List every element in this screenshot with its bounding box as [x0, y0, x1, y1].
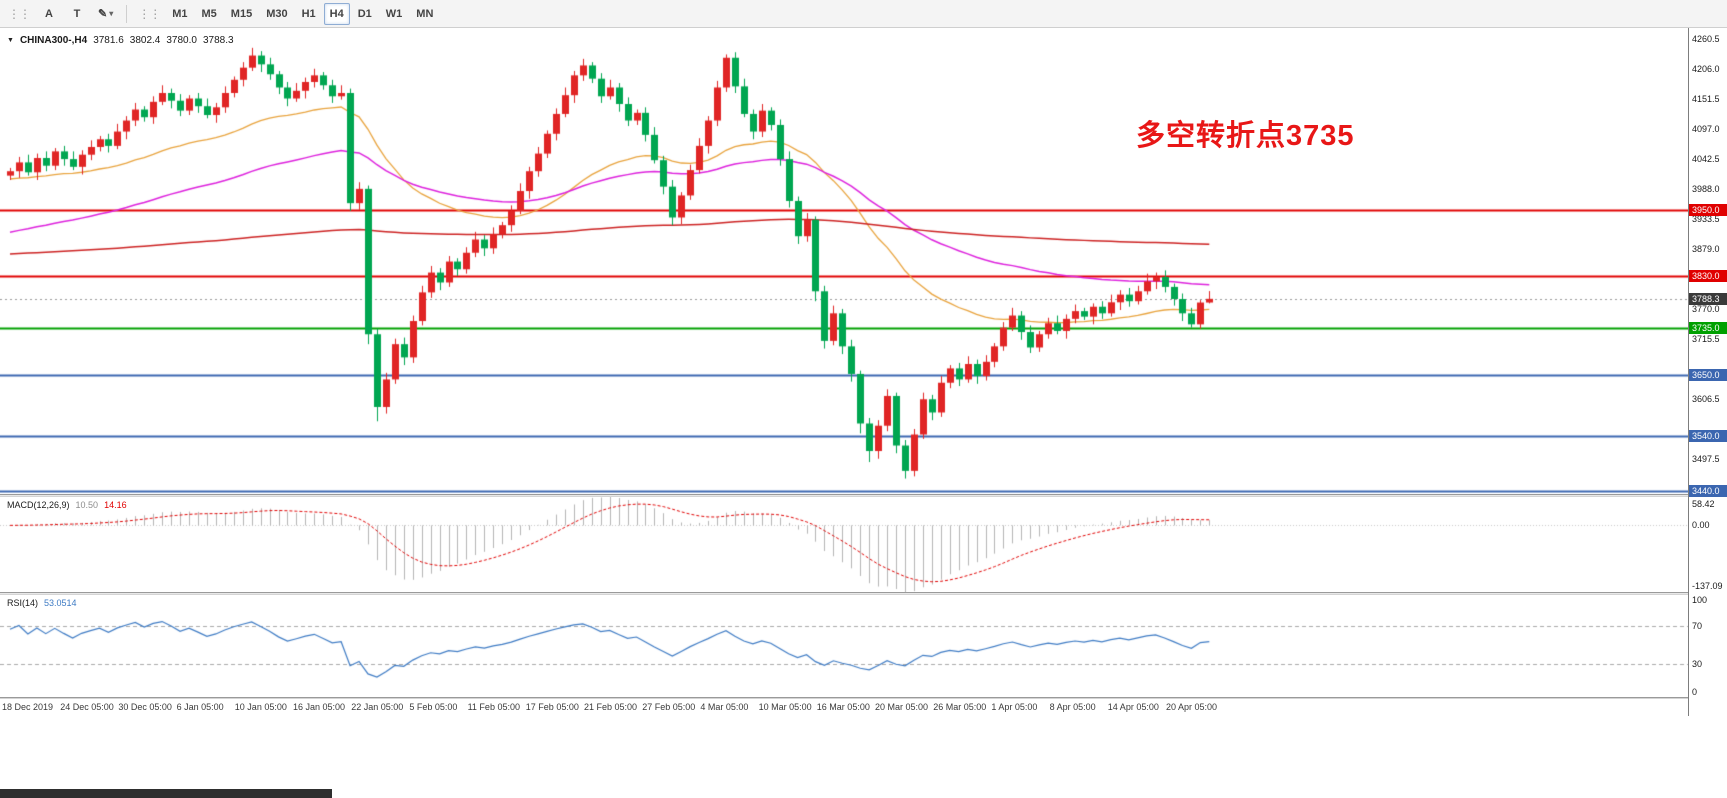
- price-axis-tick: 3497.5: [1692, 454, 1720, 465]
- timeframe-d1-button[interactable]: D1: [352, 3, 378, 25]
- price-axis-tick: 3933.5: [1692, 213, 1720, 224]
- time-axis-label: 4 Mar 05:00: [700, 702, 749, 712]
- time-axis-label: 6 Jan 05:00: [176, 702, 224, 712]
- rsi-name: RSI(14): [7, 598, 39, 608]
- macd-signal-value: 14.16: [104, 500, 127, 510]
- timeframe-mn-button[interactable]: MN: [410, 3, 439, 25]
- timeframe-h4-button[interactable]: H4: [323, 2, 350, 25]
- price-axis-tick: 3715.5: [1692, 333, 1720, 344]
- rsi-axis-label: 70: [1692, 621, 1703, 632]
- timeframe-m1-button[interactable]: M1: [166, 3, 193, 25]
- draw-tool-dropdown[interactable]: ✎ ▾: [92, 3, 119, 25]
- time-axis-label: 18 Dec 2019: [2, 702, 54, 712]
- price-axis-tick: 4206.0: [1692, 63, 1720, 74]
- rsi-panel: RSI(14) 53.0514: [0, 595, 1688, 697]
- macd-axis-label: 0.00: [1692, 520, 1710, 531]
- timeframe-toolbar-handle[interactable]: ⋮⋮: [138, 6, 161, 21]
- time-axis-label: 20 Mar 05:00: [875, 702, 929, 712]
- toolbar-drag-handle[interactable]: ⋮⋮: [8, 6, 31, 21]
- price-badge-3830.0: 3830.0: [1689, 269, 1727, 282]
- price-badge-3788.3: 3788.3: [1689, 292, 1727, 305]
- toolbar: ⋮⋮ A T ✎ ▾ ⋮⋮ M1 M5 M15 M30 H1 H4 D1 W1 …: [0, 0, 1727, 28]
- time-axis-label: 11 Feb 05:00: [467, 702, 520, 712]
- price-axis-tick: 4097.0: [1692, 123, 1720, 134]
- panel-splitter-rsi-time[interactable]: [0, 697, 1727, 699]
- price-badge-3650.0: 3650.0: [1689, 369, 1727, 382]
- macd-panel-canvas[interactable]: [0, 497, 1688, 592]
- quote-open: 3781.6: [93, 35, 124, 46]
- price-badge-3440.0: 3440.0: [1689, 484, 1727, 497]
- price-axis-tick: 4151.5: [1692, 93, 1720, 104]
- time-axis-label: 1 Apr 05:00: [991, 702, 1038, 712]
- price-axis-rsi-section: 100 70 30 0: [1689, 595, 1727, 697]
- chart-annotation-text: 多空转折点3735: [1136, 120, 1355, 152]
- text-tool-button[interactable]: T: [64, 3, 90, 25]
- rsi-axis-label: 100: [1692, 595, 1708, 605]
- macd-axis-label: 58.42: [1692, 499, 1715, 509]
- quote-low: 3780.0: [166, 35, 197, 46]
- time-axis-label: 30 Dec 05:00: [118, 702, 172, 712]
- price-axis[interactable]: 4260.5 4206.0 4151.5 4097.0 4042.5 3988.0 3933…: [1688, 28, 1727, 716]
- time-axis-label: 26 Mar 05:00: [933, 702, 987, 712]
- panel-splitter-macd-rsi[interactable]: [0, 592, 1727, 595]
- macd-axis-label: -137.09: [1692, 581, 1723, 591]
- toolbar-separator: [126, 4, 128, 23]
- rsi-panel-canvas[interactable]: [0, 595, 1688, 697]
- price-axis-tick: 3988.0: [1692, 183, 1720, 194]
- time-axis-label: 22 Jan 05:00: [351, 702, 404, 712]
- price-badge-3540.0: 3540.0: [1689, 429, 1727, 442]
- time-axis-label: 27 Feb 05:00: [642, 702, 696, 712]
- rsi-axis-label: 30: [1692, 658, 1703, 669]
- price-badge-3950.0: 3950.0: [1689, 203, 1727, 216]
- time-axis-label: 10 Jan 05:00: [234, 702, 287, 712]
- rsi-value: 53.0514: [44, 598, 77, 608]
- quote-close: 3788.3: [202, 35, 234, 46]
- chart-title: ▼ CHINA300-,H4 3781.6 3802.4 3780.0 3788…: [7, 35, 234, 46]
- time-axis-label: 14 Apr 05:00: [1107, 702, 1159, 712]
- timeframe-m30-button[interactable]: M30: [260, 3, 293, 25]
- symbol-dropdown-icon[interactable]: ▼: [7, 37, 14, 44]
- rsi-indicator-label: RSI(14) 53.0514: [7, 598, 77, 608]
- chevron-down-icon: ▾: [109, 9, 114, 18]
- price-axis-tick: 4260.5: [1692, 33, 1720, 44]
- macd-value: 10.50: [75, 500, 99, 510]
- price-axis-tick: 3770.0: [1692, 303, 1720, 314]
- symbol-label: CHINA300-,H4: [19, 35, 88, 46]
- time-axis-label: 17 Feb 05:00: [525, 702, 579, 712]
- timeframe-w1-button[interactable]: W1: [380, 3, 409, 25]
- time-axis-label: 10 Mar 05:00: [758, 702, 812, 712]
- price-axis-tick: 4042.5: [1692, 153, 1720, 164]
- main-chart-panel: ▼ CHINA300-,H4 3781.6 3802.4 3780.0 3788…: [0, 28, 1688, 494]
- time-axis-label: 21 Feb 05:00: [584, 702, 638, 712]
- price-axis-tick: 3879.0: [1692, 243, 1720, 254]
- price-axis-tick: 3606.5: [1692, 393, 1720, 404]
- time-axis-label: 20 Apr 05:00: [1166, 702, 1218, 712]
- arrow-label-a-button[interactable]: A: [36, 3, 62, 25]
- pencil-icon: ✎: [98, 8, 108, 20]
- quote-high: 3802.4: [129, 35, 161, 46]
- bottom-whitespace: [0, 716, 1727, 798]
- time-axis-label: 8 Apr 05:00: [1049, 702, 1096, 712]
- price-axis-main-section: 4260.5 4206.0 4151.5 4097.0 4042.5 3988.0 3933…: [1689, 28, 1727, 497]
- timeframe-h1-button[interactable]: H1: [296, 3, 322, 25]
- main-chart-canvas[interactable]: [0, 28, 1688, 494]
- timeframe-m5-button[interactable]: M5: [196, 3, 223, 25]
- panel-splitter-main-macd[interactable]: [0, 494, 1727, 497]
- macd-name: MACD(12,26,9): [7, 500, 70, 510]
- bottom-status-strip: [0, 789, 332, 798]
- macd-panel: MACD(12,26,9) 10.50 14.16: [0, 497, 1688, 592]
- rsi-axis-label: 0: [1692, 687, 1698, 697]
- time-axis[interactable]: 18 Dec 2019 24 Dec 05:00 30 Dec 05:00 6 Jan…: [0, 699, 1688, 716]
- price-axis-macd-section: 58.42 0.00 -137.09: [1689, 497, 1727, 592]
- time-axis-label: 24 Dec 05:00: [60, 702, 114, 712]
- time-axis-label: 16 Mar 05:00: [816, 702, 870, 712]
- macd-indicator-label: MACD(12,26,9) 10.50 14.16: [7, 500, 127, 510]
- price-badge-3735.0: 3735.0: [1689, 322, 1727, 335]
- time-axis-label: 16 Jan 05:00: [293, 702, 346, 712]
- time-axis-label: 5 Feb 05:00: [409, 702, 458, 712]
- timeframe-m15-button[interactable]: M15: [225, 3, 258, 25]
